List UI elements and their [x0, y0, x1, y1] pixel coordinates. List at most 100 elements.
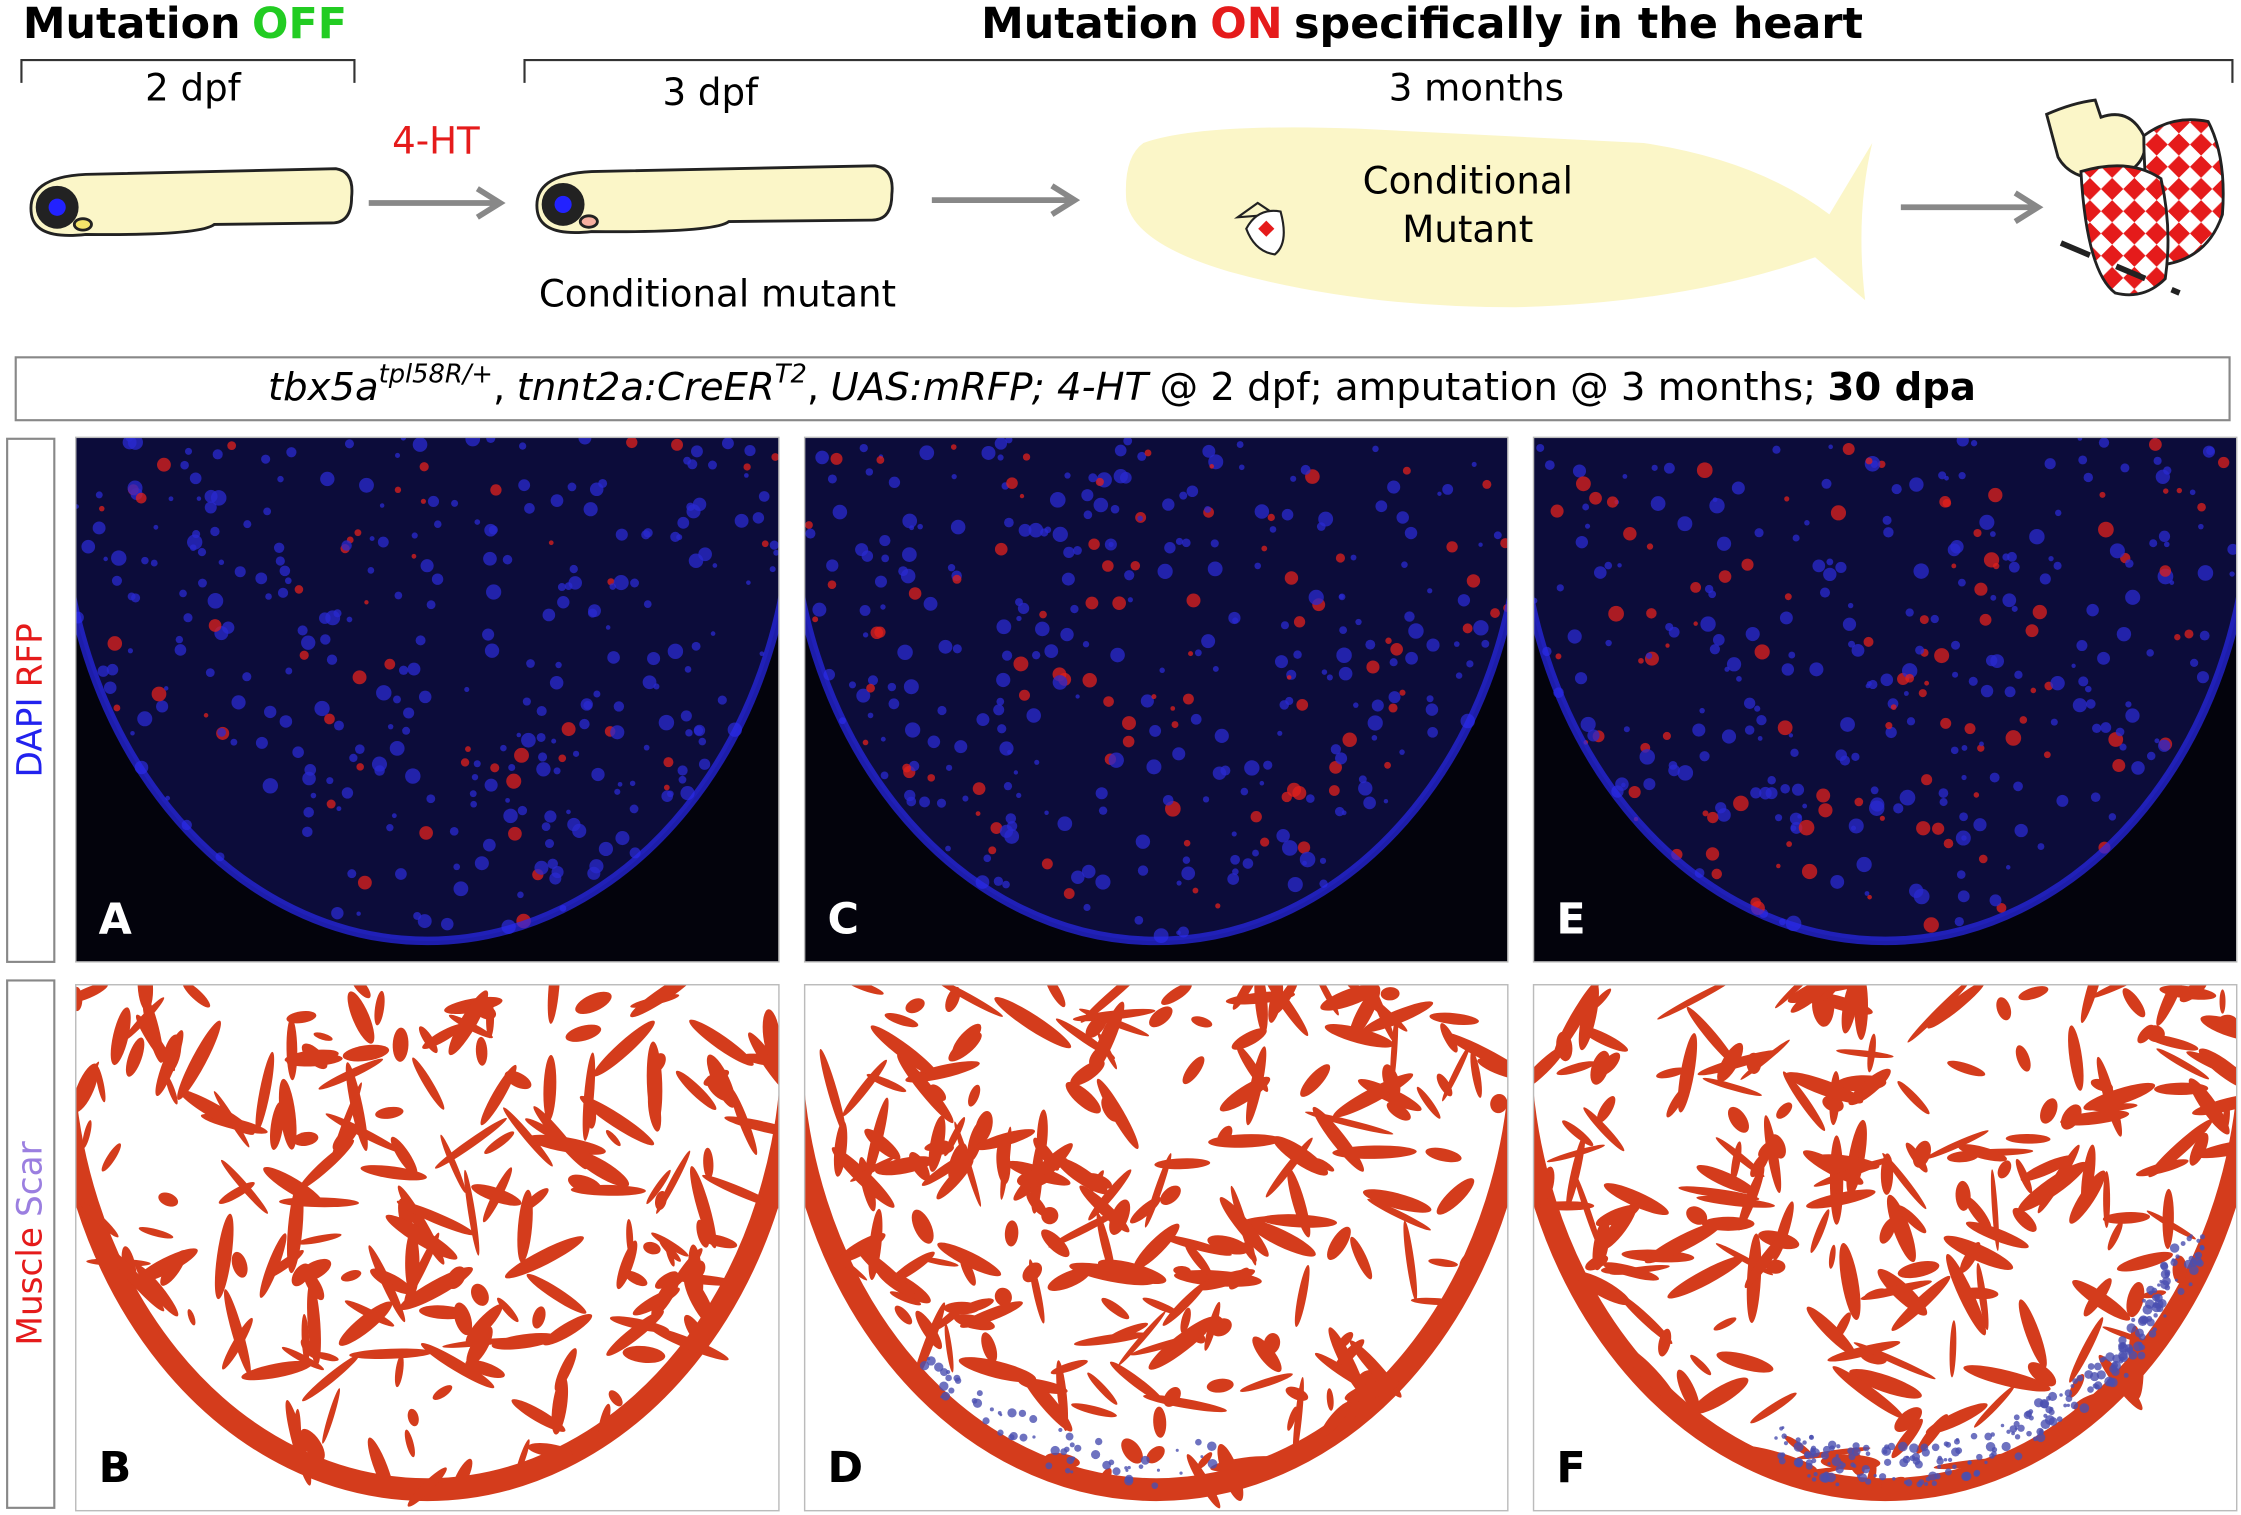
- cell: [273, 542, 285, 553]
- cell: [1282, 840, 1298, 856]
- cell: [1319, 857, 1327, 864]
- scar-fiber: [1937, 1455, 1943, 1461]
- cell: [1063, 888, 1075, 899]
- cell: [376, 685, 392, 701]
- scar-fiber: [2026, 1430, 2032, 1437]
- cell: [2071, 663, 2076, 668]
- cell: [135, 492, 147, 504]
- muscle-strand: [700, 1233, 738, 1249]
- cell: [371, 756, 388, 772]
- cell: [411, 553, 417, 559]
- cell: [1064, 472, 1071, 479]
- cell: [1754, 705, 1761, 712]
- cell: [2108, 813, 2117, 821]
- cell: [103, 556, 108, 562]
- cell: [1589, 491, 1602, 505]
- cell: [1338, 666, 1353, 681]
- cell: [386, 824, 394, 832]
- cell: [227, 441, 237, 451]
- cell: [2037, 843, 2045, 851]
- muscle-strand: [889, 1251, 935, 1284]
- cell: [526, 659, 535, 668]
- muscle-strand: [1644, 1221, 1723, 1264]
- scar-fiber: [1861, 1465, 1870, 1474]
- muscle-strand: [360, 1165, 427, 1181]
- scar-fiber: [919, 1360, 930, 1371]
- cell: [377, 536, 389, 548]
- cell: [2011, 605, 2018, 612]
- cell: [888, 698, 900, 710]
- cell: [1013, 656, 1029, 672]
- cell: [1388, 691, 1401, 704]
- cell: [1909, 477, 1924, 492]
- cell: [951, 473, 957, 480]
- muscle-strand: [331, 1082, 362, 1160]
- cell: [1230, 854, 1240, 865]
- muscle-strand: [464, 1169, 480, 1256]
- cell: [923, 596, 938, 611]
- cell: [474, 519, 481, 525]
- cell: [613, 701, 625, 712]
- scar-fiber: [989, 1407, 994, 1412]
- scar-fiber: [2169, 1243, 2180, 1253]
- heading-rest: specifically in the heart: [1294, 0, 1863, 48]
- muscle-strand: [1776, 1467, 1841, 1480]
- scar-fiber: [2039, 1429, 2044, 1434]
- scar-fiber: [2102, 1356, 2107, 1361]
- muscle-strand: [1085, 1173, 1113, 1189]
- cell: [1587, 729, 1600, 742]
- cell: [302, 826, 313, 838]
- cell: [1328, 785, 1340, 796]
- muscle-strand: [368, 1245, 406, 1323]
- cell: [150, 559, 158, 567]
- cell: [945, 764, 953, 771]
- muscle-strand: [392, 1027, 409, 1062]
- cell: [1299, 851, 1316, 868]
- cell: [717, 695, 727, 705]
- cell: [419, 826, 433, 840]
- cell: [1004, 517, 1014, 528]
- cell: [1724, 666, 1730, 672]
- muscle-strand: [281, 1346, 324, 1371]
- cell: [593, 690, 601, 698]
- muscle-strand: [741, 1053, 779, 1068]
- muscle-strand: [1206, 1378, 1234, 1393]
- scar-fiber: [2001, 1441, 2011, 1452]
- scar-fiber: [2152, 1327, 2157, 1332]
- muscle-strand: [1442, 1044, 1471, 1102]
- cell: [1716, 536, 1732, 551]
- muscle-strand: [1231, 1028, 1267, 1050]
- scar-fiber: [2028, 1415, 2034, 1421]
- scar-fiber: [1780, 1452, 1786, 1458]
- cell: [1848, 640, 1856, 648]
- cell: [1281, 791, 1292, 803]
- muscle-strand: [301, 1314, 310, 1366]
- muscle-strand: [649, 1053, 666, 1074]
- cell: [127, 592, 136, 601]
- muscle-strand: [1667, 1255, 1745, 1299]
- cell: [1973, 792, 1980, 798]
- cell: [285, 667, 293, 675]
- scar-fiber: [2093, 1362, 2102, 1371]
- cell: [347, 869, 357, 879]
- scar-fiber: [1928, 1471, 1938, 1481]
- scar-fiber: [1898, 1441, 1908, 1452]
- panel-frame: [1532, 984, 2238, 1512]
- muscle-strand: [1562, 1120, 1594, 1147]
- cell: [919, 796, 930, 808]
- cell: [218, 559, 225, 566]
- muscle-strand: [1657, 984, 1735, 1020]
- cell: [1804, 520, 1810, 526]
- scar-fiber: [1887, 1442, 1896, 1451]
- cell: [2055, 509, 2062, 517]
- cell: [1399, 689, 1406, 696]
- cell: [826, 559, 839, 572]
- cell: [1482, 479, 1492, 489]
- cell: [1478, 542, 1483, 547]
- cell: [1396, 511, 1409, 524]
- scar-fiber: [1976, 1453, 1983, 1461]
- muscle-strand: [1380, 987, 1400, 1001]
- muscle-strand: [1268, 984, 1284, 1023]
- cell: [180, 460, 189, 470]
- muscle-strand: [296, 1233, 342, 1245]
